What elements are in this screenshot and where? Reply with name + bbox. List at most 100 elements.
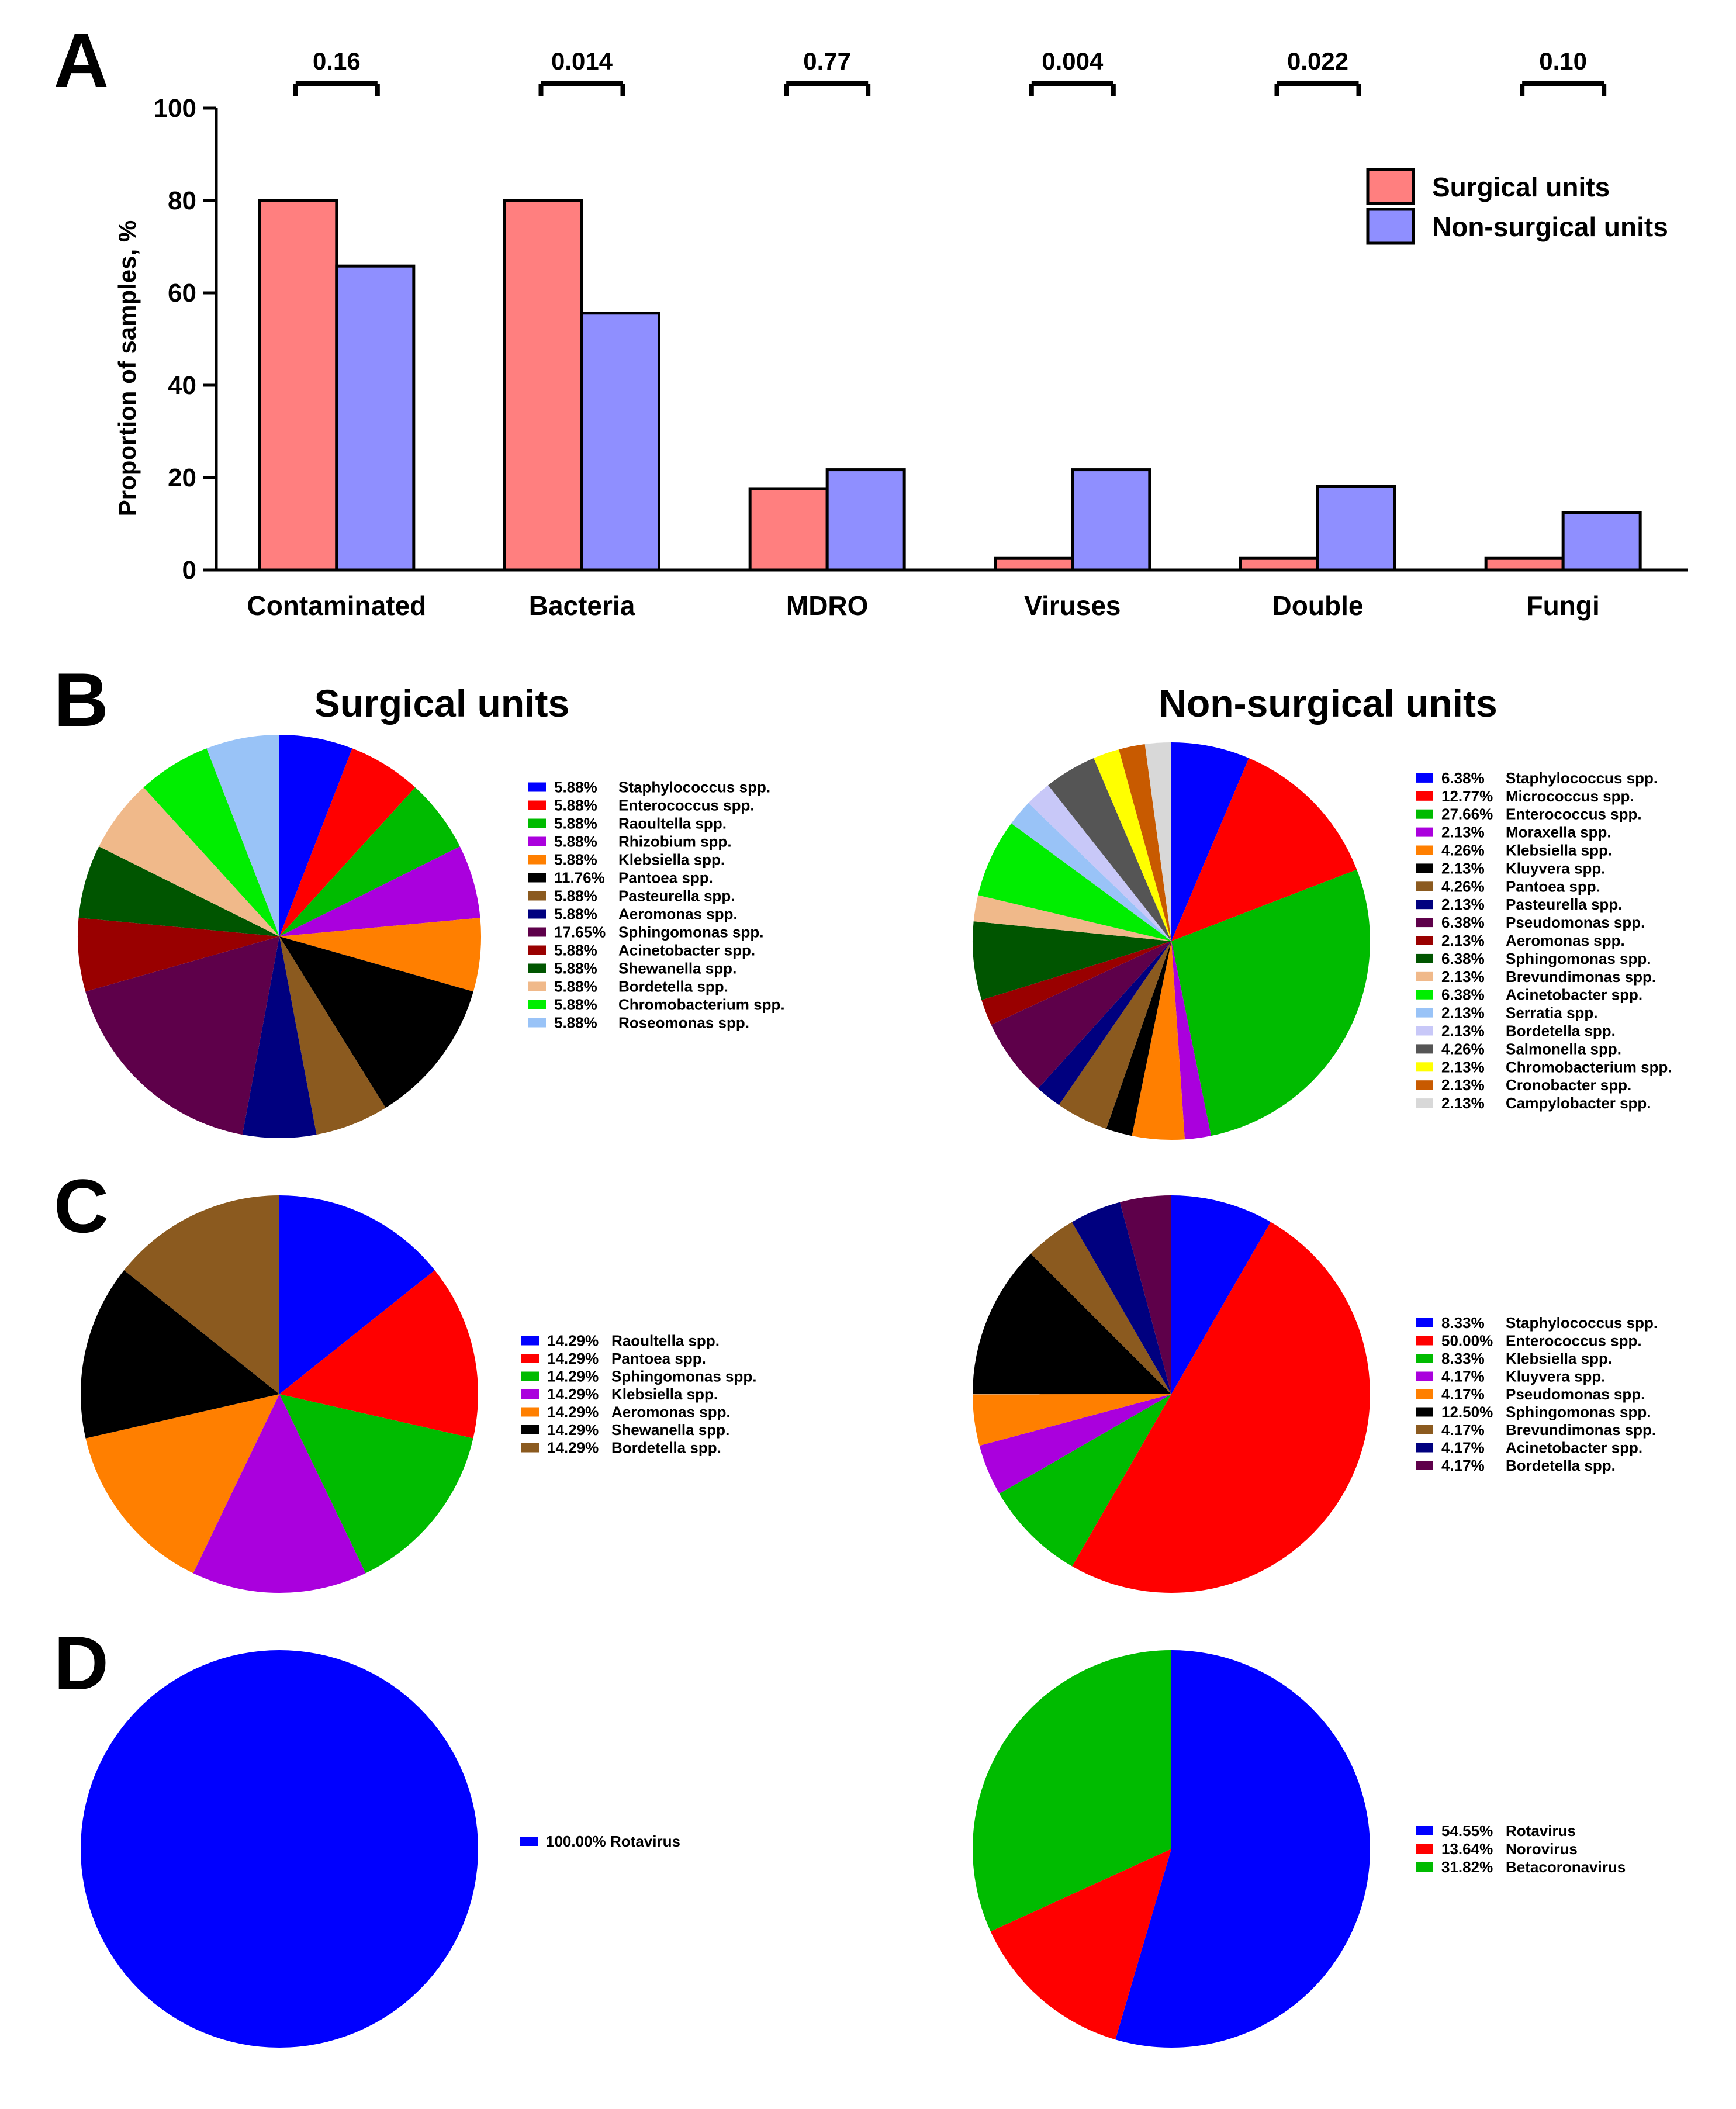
- legend-swatch: [1416, 1098, 1433, 1108]
- legend-swatch: [1416, 1318, 1433, 1327]
- pie-slice-campylobacter-spp: [1144, 742, 1171, 941]
- legend-swatch: [1416, 809, 1433, 819]
- legend-swatch: [1416, 1425, 1433, 1434]
- legend-value: 14.29%: [547, 1421, 599, 1439]
- pie-slice-acinetobacter-spp: [78, 918, 279, 992]
- legend-value: 5.88%: [554, 960, 597, 977]
- pie-chart-b-surgical: [78, 735, 481, 1138]
- pie-slice-salmonella-spp: [1048, 758, 1171, 941]
- category-label-fungi: Fungi: [1527, 590, 1600, 621]
- legend-label: Pantoea spp.: [611, 1350, 706, 1367]
- category-label-contaminated: Contaminated: [247, 590, 426, 621]
- legend-label: Salmonella spp.: [1506, 1040, 1621, 1057]
- legend-label-surgical: Surgical units: [1432, 172, 1610, 202]
- pie-legend-b-surgical: 5.88% Staphylococcus spp. 5.88% Enterococcu…: [528, 779, 785, 1032]
- legend-swatch: [528, 855, 546, 865]
- legend-label: Raoultella spp.: [611, 1332, 720, 1350]
- legend-label: Raoultella spp.: [618, 815, 727, 832]
- legend-swatch: [1416, 971, 1433, 981]
- legend-value: 14.29%: [547, 1403, 599, 1421]
- bar-double-surgical: [1239, 556, 1319, 572]
- pie-slice-bordetella-spp: [1119, 1195, 1171, 1394]
- pie-slice-acinetobacter-spp: [978, 823, 1171, 941]
- legend-swatch: [1416, 1044, 1433, 1054]
- legend-swatch: [1416, 1826, 1433, 1835]
- pie-slice-brevundimonas-spp: [1030, 1222, 1171, 1394]
- legend-value: 14.29%: [547, 1368, 599, 1385]
- legend-swatch: [1416, 1354, 1433, 1363]
- legend-label: Rotavirus: [610, 1833, 680, 1850]
- legend-value: 4.17%: [1441, 1439, 1485, 1457]
- panel-letter-a: A: [54, 18, 109, 103]
- legend-value: 4.17%: [1441, 1368, 1485, 1385]
- legend-label: Shewanella spp.: [611, 1421, 729, 1439]
- legend-swatch: [528, 981, 546, 991]
- legend-swatch: [528, 873, 546, 883]
- legend-label: Bordetella spp.: [1506, 1022, 1616, 1040]
- legend-value: 14.29%: [547, 1385, 599, 1403]
- pie-slice-pasteurella-spp: [1038, 941, 1171, 1105]
- legend-swatch: [1416, 773, 1433, 783]
- significance-bracket: [1274, 81, 1361, 96]
- bar-viruses-nonsurgical: [1071, 468, 1151, 572]
- p-value-label: 0.022: [1287, 47, 1348, 75]
- legend-value: 2.13%: [1441, 1004, 1485, 1022]
- pie-slice-pantoea-spp: [1059, 941, 1171, 1129]
- legend-label: Brevundimonas spp.: [1506, 968, 1656, 986]
- pie-slice-aeromonas-spp: [85, 1394, 279, 1574]
- legend-value: 6.38%: [1441, 914, 1485, 931]
- legend-swatch: [521, 1425, 539, 1434]
- legend-label: Aeromonas spp.: [611, 1403, 731, 1421]
- pie-slice-klebsiella-spp: [193, 1394, 366, 1593]
- legend-label: Enterococcus spp.: [1506, 805, 1642, 823]
- legend-value: 12.50%: [1441, 1403, 1493, 1421]
- legend-swatch: [1416, 1844, 1433, 1854]
- legend-label: Pantoea spp.: [1506, 877, 1600, 895]
- legend-swatch: [528, 1018, 546, 1028]
- pie-slice-cronobacter-spp: [1119, 744, 1171, 941]
- pie-legend-d-surgical: 100.00% Rotavirus: [520, 1833, 680, 1850]
- legend-value: 4.26%: [1441, 877, 1485, 895]
- legend-swatch: [1416, 1026, 1433, 1036]
- pie-chart-c-nonsurgical: [973, 1195, 1370, 1593]
- legend-label: Aeromonas spp.: [618, 905, 738, 923]
- legend-label: Klebsiella spp.: [1506, 1350, 1612, 1367]
- legend-swatch: [1416, 1443, 1433, 1453]
- legend-swatch: [521, 1443, 539, 1453]
- significance-bracket: [293, 81, 380, 96]
- legend-label: Pantoea spp.: [618, 869, 713, 887]
- legend-value: 5.88%: [554, 851, 597, 869]
- p-value-label: 0.014: [551, 47, 613, 75]
- pie-slice-pantoea-spp: [279, 936, 473, 1108]
- legend-value: 6.38%: [1441, 769, 1485, 787]
- pie-slice-moraxella-spp: [1171, 941, 1211, 1140]
- bar-viruses-surgical: [994, 556, 1074, 572]
- p-value-label: 0.16: [313, 47, 361, 75]
- legend-swatch: [1416, 918, 1433, 928]
- pie-slice-norovirus: [990, 1849, 1171, 2040]
- legend-value: 5.88%: [554, 815, 597, 832]
- legend-label-nonsurgical: Non-surgical units: [1432, 212, 1668, 242]
- category-label-viruses: Viruses: [1024, 590, 1121, 621]
- pie-slice-klebsiella-spp: [279, 918, 481, 992]
- pie-slice-chromobacterium-spp: [143, 748, 279, 936]
- pie-slice-sphingomonas-spp: [973, 921, 1171, 1000]
- legend-label: Klebsiella spp.: [618, 851, 725, 869]
- legend-a: Surgical units Non-surgical units: [1366, 168, 1668, 245]
- legend-swatch: [528, 945, 546, 955]
- y-tick-label: 60: [168, 279, 196, 307]
- legend-value: 5.88%: [554, 887, 597, 905]
- legend-swatch-surgical: [1366, 168, 1415, 205]
- legend-swatch: [1416, 827, 1433, 837]
- legend-swatch: [521, 1389, 539, 1399]
- legend-label: Bordetella spp.: [1506, 1457, 1616, 1474]
- pie-slice-micrococcus-spp: [1171, 758, 1357, 941]
- legend-label: Rhizobium spp.: [618, 833, 732, 850]
- legend-label: Pasteurella spp.: [618, 887, 735, 905]
- panel-letter-c: C: [54, 1163, 109, 1249]
- legend-label: Staphylococcus spp.: [1506, 769, 1658, 787]
- pie-chart-d-nonsurgical: [973, 1650, 1370, 2048]
- legend-value: 27.66%: [1441, 805, 1493, 823]
- legend-label: Enterococcus spp.: [1506, 1332, 1642, 1350]
